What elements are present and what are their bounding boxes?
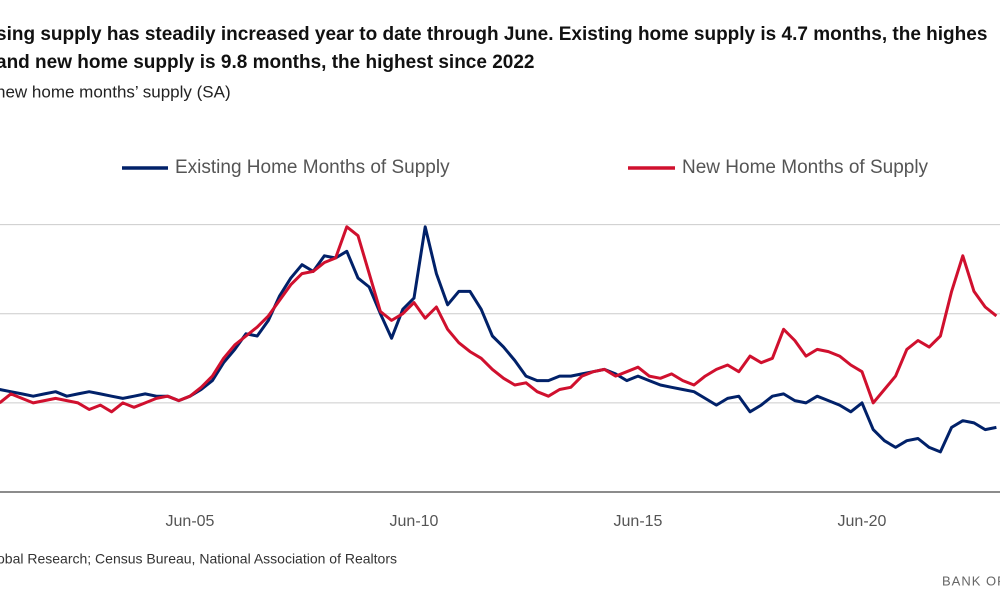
x-tick-label: Jun-05 (166, 513, 215, 530)
x-tick-label: Jun-10 (390, 513, 439, 530)
legend-label: Existing Home Months of Supply (175, 157, 450, 178)
chart-subtitle: new home months’ supply (SA) (0, 82, 231, 101)
source-note: obal Research; Census Bureau, National A… (0, 551, 397, 567)
x-tick-label: Jun-15 (614, 513, 663, 530)
brand: BANK OF (942, 573, 1000, 588)
series-line (0, 225, 998, 414)
x-tick-label: Jun-20 (838, 513, 887, 530)
legend-label: New Home Months of Supply (682, 157, 929, 178)
chart-title: and new home supply is 9.8 months, the h… (0, 52, 534, 73)
series-line (0, 225, 997, 454)
chart-title: sing supply has steadily increased year … (0, 24, 987, 45)
